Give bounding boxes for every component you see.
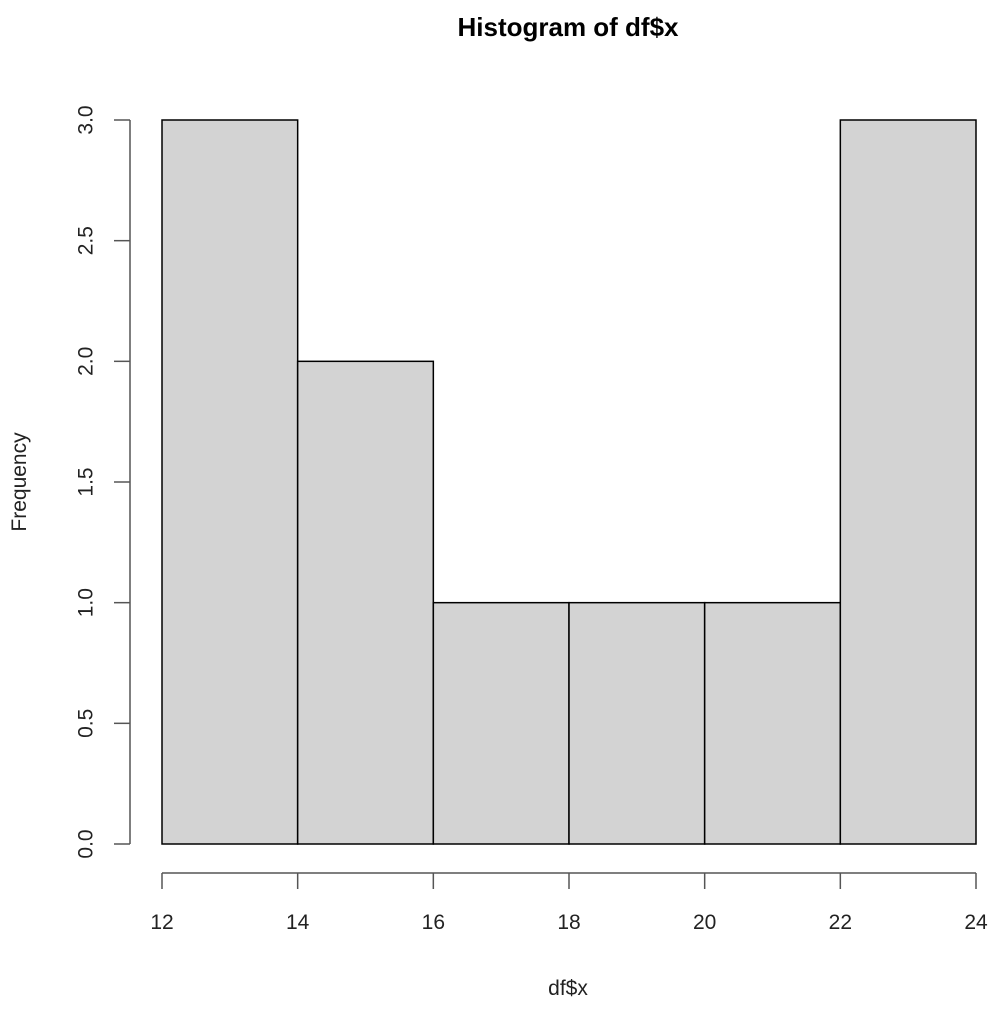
- x-axis-label: df$x: [548, 977, 588, 1000]
- x-axis: 12 14 16 18 20 22 24: [150, 872, 988, 934]
- histogram-bar: [296, 360, 435, 845]
- y-tick-label: 3.0: [75, 105, 98, 134]
- y-tick-label: 0.0: [75, 829, 98, 858]
- histogram-bar: [568, 601, 706, 845]
- y-tick-label: 1.5: [75, 467, 98, 496]
- x-tick-label: 16: [422, 911, 445, 934]
- x-tick-label: 24: [964, 911, 988, 934]
- y-tick-label: 2.5: [75, 226, 98, 255]
- y-axis-label: Frequency: [8, 432, 31, 532]
- y-tick-label: 0.5: [75, 709, 98, 738]
- x-tick-label: 22: [829, 911, 852, 934]
- x-tick-label: 14: [286, 911, 310, 934]
- chart-title: Histogram of df$x: [457, 12, 679, 42]
- histogram-bar: [432, 601, 570, 845]
- histogram-bar: [161, 119, 299, 845]
- x-tick-label: 20: [693, 911, 716, 934]
- histogram-bars: [161, 119, 977, 845]
- y-tick-label: 2.0: [75, 347, 98, 376]
- x-tick-label: 18: [557, 911, 580, 934]
- x-tick-label: 12: [150, 911, 173, 934]
- y-tick-label: 1.0: [75, 588, 98, 617]
- histogram-bar: [703, 601, 842, 845]
- y-axis: 0.0 0.5 1.0 1.5 2.0 2.5 3.0: [75, 105, 131, 859]
- histogram-bar: [839, 119, 977, 845]
